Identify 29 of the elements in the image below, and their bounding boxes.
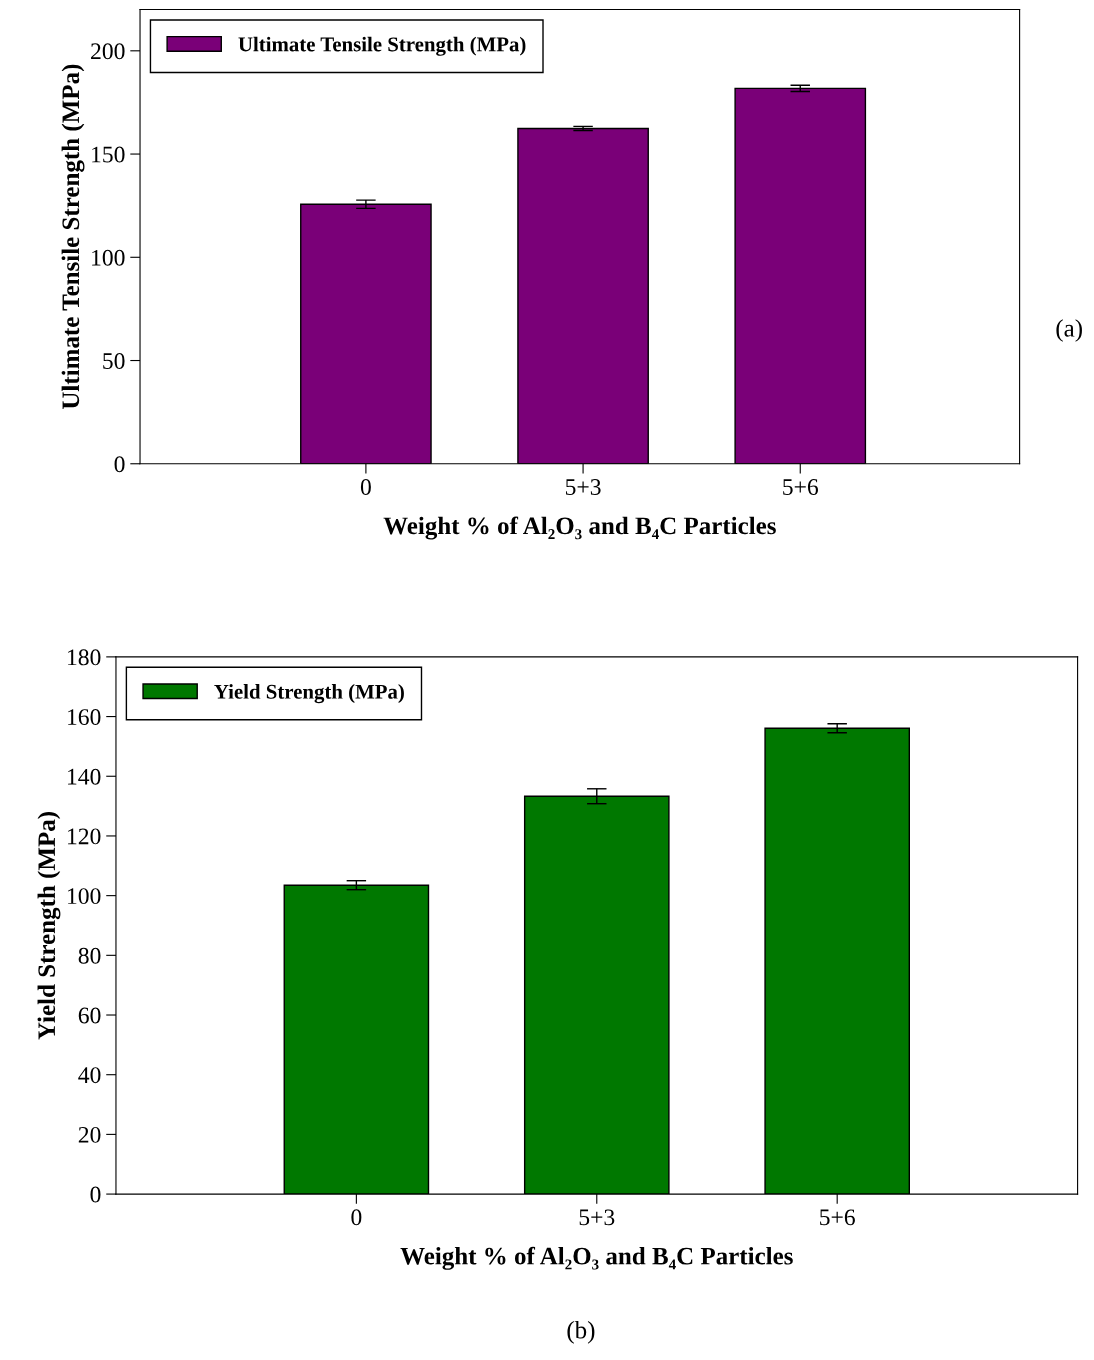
y-tick-label: 50 — [103, 353, 125, 369]
x-tick-label: 0 — [351, 1209, 362, 1226]
x-axis-title: Weight % of Al₂O₃ and B₄C Particles — [400, 1246, 793, 1270]
text: (b) — [567, 1321, 595, 1344]
y-axis-title: Ultimate Tensile Strength (MPa) — [61, 64, 85, 410]
y-tick-label: 120 — [68, 828, 101, 845]
x-axis-title: Weight % of Al₂O₃ and B₄C Particles — [383, 516, 776, 540]
y-tick-label: 20 — [78, 1126, 101, 1143]
y-tick-label: 0 — [90, 1186, 101, 1203]
legend-label: Yield Strength (MPa) — [214, 684, 404, 704]
text: (a) — [1056, 319, 1082, 342]
y-axis-title: Yield Strength (MPa) — [37, 812, 61, 1040]
y-tick-label: 140 — [68, 768, 101, 785]
y-tick-label: 80 — [78, 947, 101, 964]
x-tick-label: 5+6 — [783, 479, 819, 495]
y-tick-label: 60 — [78, 1007, 101, 1024]
y-tick-label: 40 — [78, 1067, 101, 1084]
y-tick-label: 0 — [114, 456, 125, 473]
x-tick-label: 5+3 — [579, 1209, 615, 1226]
x-tick-label: 0 — [360, 479, 371, 495]
y-tick-label: 100 — [92, 249, 125, 266]
x-tick-label: 5+6 — [820, 1209, 855, 1226]
y-tick-label: 160 — [68, 709, 101, 725]
legend-label: Ultimate Tensile Strength (MPa) — [238, 36, 526, 56]
y-tick-label: 100 — [68, 888, 101, 905]
y-tick-label: 200 — [91, 43, 125, 60]
y-tick-label: 180 — [68, 649, 101, 666]
y-tick-label: 150 — [92, 146, 125, 163]
x-tick-label: 5+3 — [565, 479, 601, 495]
